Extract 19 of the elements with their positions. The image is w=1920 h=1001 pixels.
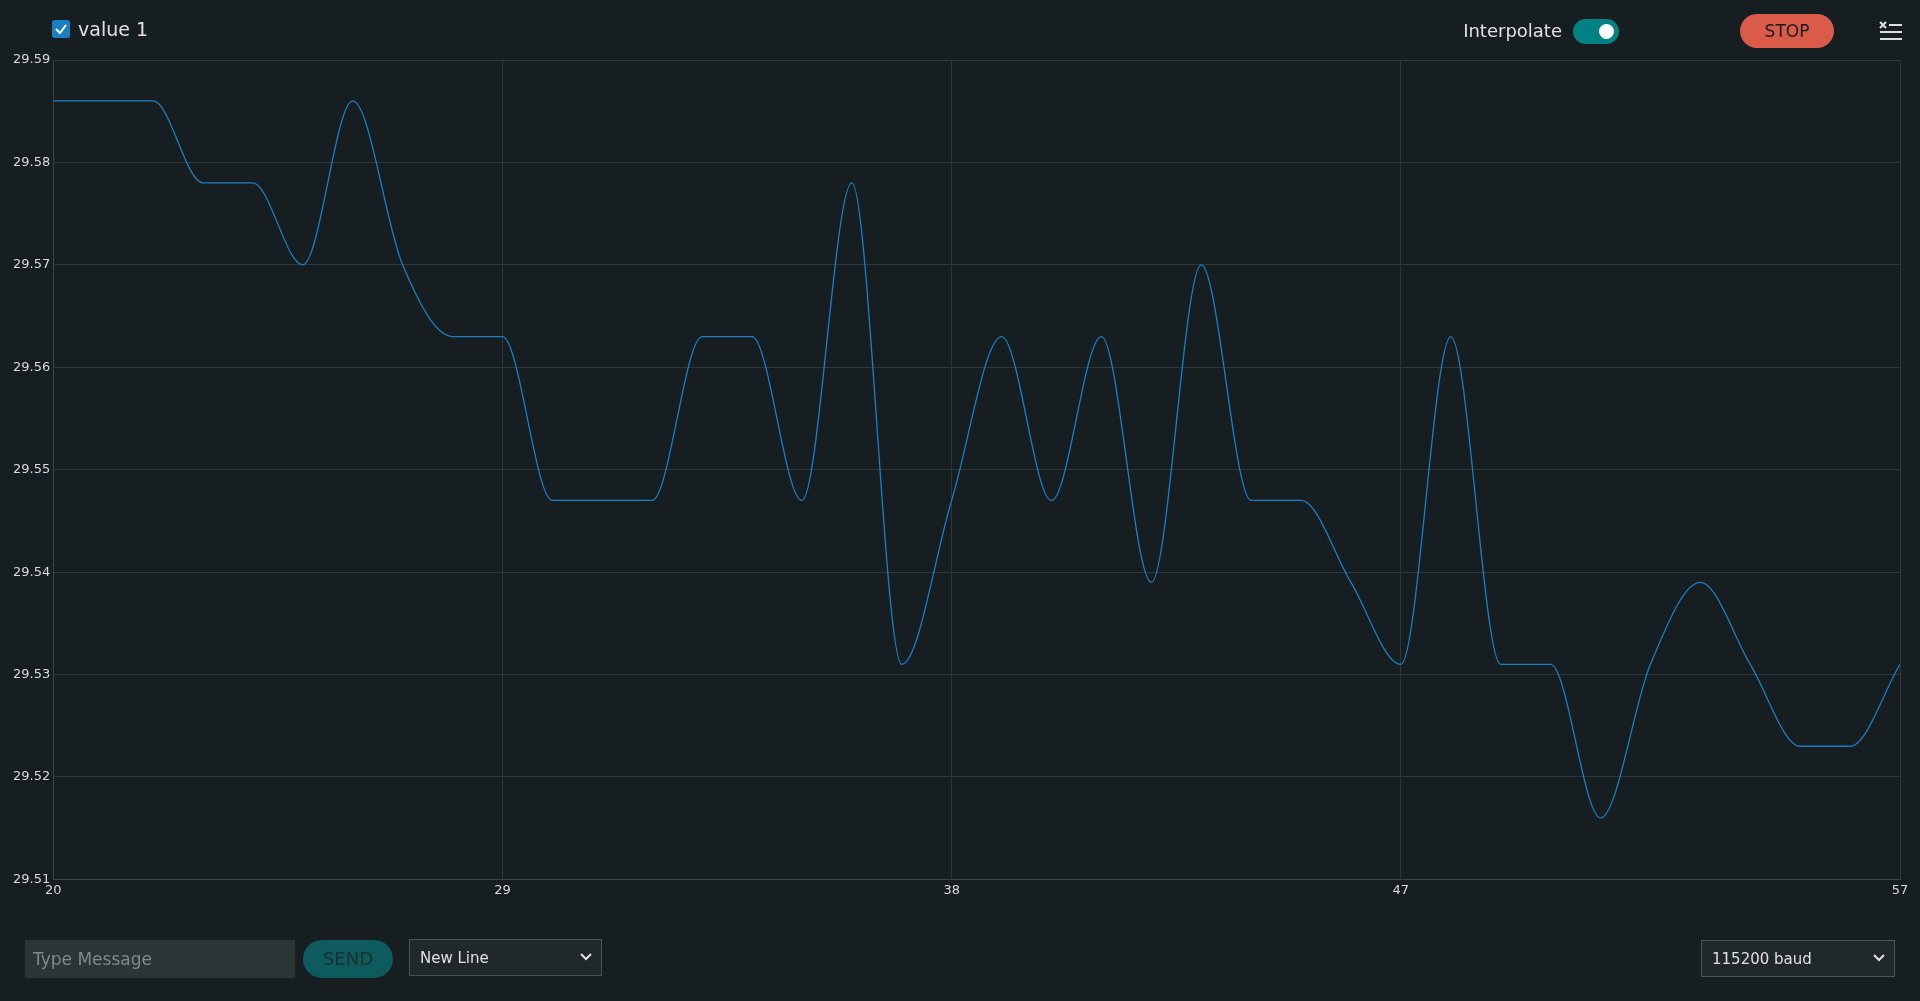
x-tick-label: 29 [494, 881, 511, 897]
x-tick-label: 47 [1392, 881, 1410, 897]
text: 115200 baud [1701, 940, 1895, 977]
line-series [53, 100, 1900, 819]
text: Interpolate [1463, 20, 1562, 41]
x-tick-label: 57 [1891, 881, 1909, 897]
y-tick-label: 29.56 [13, 358, 51, 374]
text: New Line [409, 939, 602, 976]
text: STOP [1740, 14, 1834, 48]
text: Type Message [25, 940, 295, 978]
y-tick-label: 29.58 [13, 153, 51, 169]
y-tick-label: 29.55 [13, 461, 51, 477]
y-tick-label: 29.59 [13, 51, 51, 67]
y-tick-label: 29.52 [13, 768, 51, 784]
y-tick-label: 29.53 [13, 665, 51, 681]
x-tick-label: 38 [943, 881, 960, 897]
y-tick-label: 29.57 [13, 256, 51, 272]
legend-label: value 1 [78, 18, 149, 40]
y-tick-label: 29.54 [13, 563, 51, 579]
